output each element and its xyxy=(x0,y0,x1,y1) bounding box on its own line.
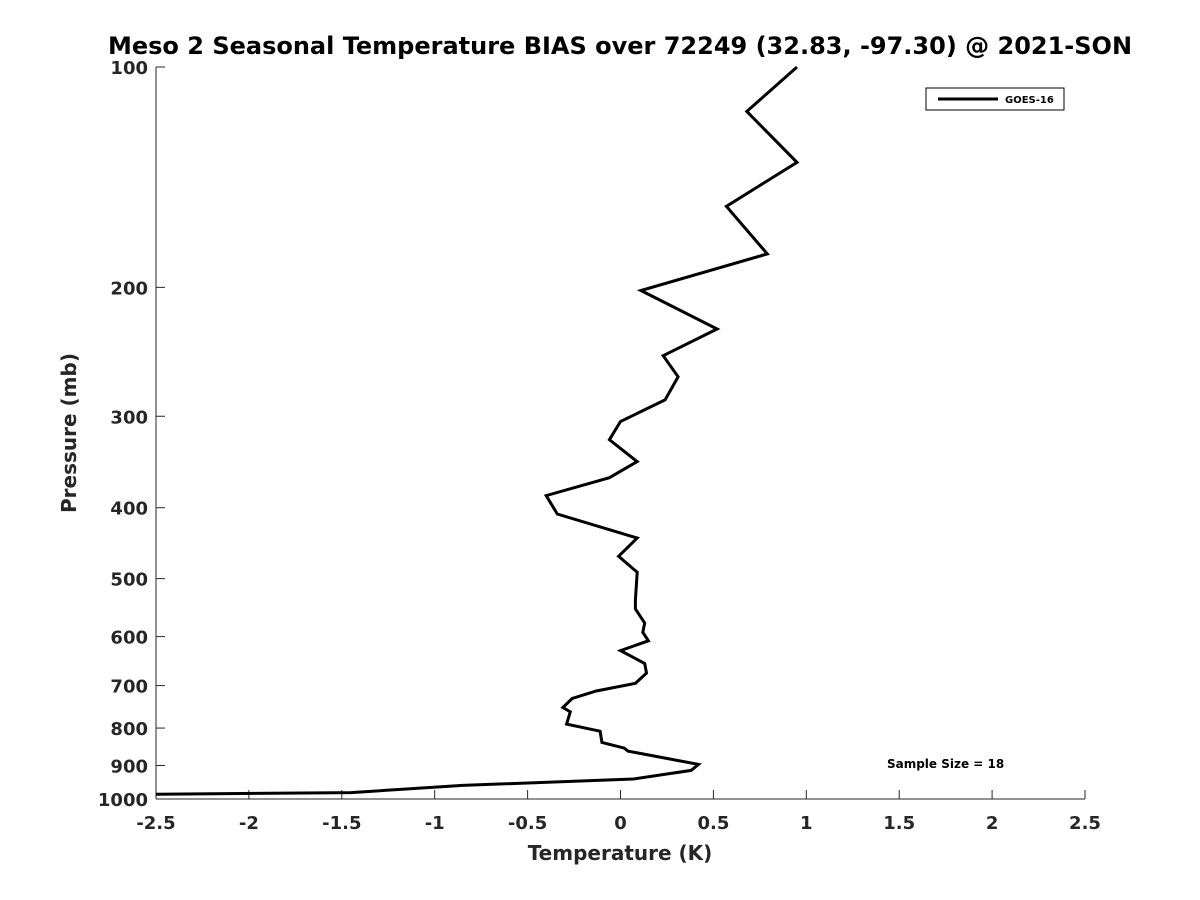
plot-area xyxy=(156,67,1085,799)
legend-label-goes-16: GOES-16 xyxy=(1005,95,1054,106)
x-tick-label: 2 xyxy=(986,813,999,834)
x-tick-label: 1 xyxy=(800,813,813,834)
x-tick-label: 0.5 xyxy=(697,813,729,834)
x-tick-label: 0 xyxy=(614,813,627,834)
x-tick-label: -0.5 xyxy=(508,813,547,834)
y-tick-label: 1000 xyxy=(98,790,148,811)
legend: GOES-16 xyxy=(925,87,1065,111)
x-tick-label: -1 xyxy=(425,813,445,834)
x-tick-label: -1.5 xyxy=(322,813,361,834)
x-tick-label: 2.5 xyxy=(1069,813,1101,834)
x-axis-label: Temperature (K) xyxy=(528,841,713,865)
y-axis-ticks: 100 200 300 400 500 600 700 800 900 1000 xyxy=(98,58,165,811)
sample-size-annotation: Sample Size = 18 xyxy=(887,757,1004,771)
y-tick-label: 800 xyxy=(110,719,148,740)
y-tick-label: 600 xyxy=(110,628,148,649)
x-tick-label: -2 xyxy=(239,813,259,834)
y-tick-label: 500 xyxy=(110,570,148,591)
y-tick-label: 100 xyxy=(110,58,148,79)
y-tick-label: 300 xyxy=(110,407,148,428)
y-tick-label: 400 xyxy=(110,499,148,520)
x-tick-label: -2.5 xyxy=(136,813,175,834)
y-tick-label: 900 xyxy=(110,757,148,778)
chart-title: Meso 2 Seasonal Temperature BIAS over 72… xyxy=(108,32,1132,60)
y-tick-label: 700 xyxy=(110,677,148,698)
series-line-goes-16 xyxy=(155,65,800,796)
x-tick-label: 1.5 xyxy=(883,813,915,834)
series-layer xyxy=(155,65,800,796)
y-tick-label: 200 xyxy=(110,278,148,299)
x-axis-ticks: -2.5 -2 -1.5 -1 -0.5 0 0.5 1 1.5 2 2.5 xyxy=(136,790,1101,834)
y-axis-label: Pressure (mb) xyxy=(57,353,81,513)
